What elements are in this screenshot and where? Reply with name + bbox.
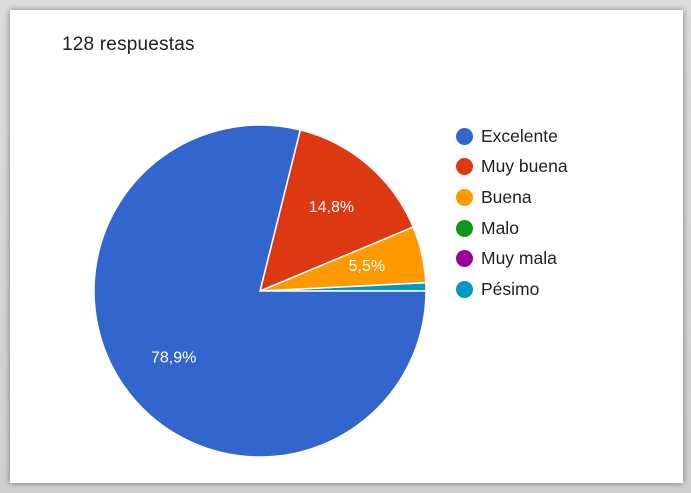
pie-slice-excelente[interactable] [93, 124, 427, 458]
legend-label: Excelente [481, 125, 558, 146]
legend-item-buena[interactable]: Buena [456, 182, 568, 213]
legend-item-muy-mala[interactable]: Muy mala [456, 243, 568, 274]
legend-swatch-excelente [456, 127, 473, 145]
legend-item-excelente[interactable]: Excelente [456, 121, 568, 152]
legend-item-malo[interactable]: Malo [456, 213, 568, 244]
legend-label: Muy mala [481, 248, 557, 269]
legend-label: Malo [481, 217, 519, 238]
legend-swatch-pésimo [456, 280, 473, 298]
legend-swatch-muy-buena [456, 158, 473, 176]
response-count: 128 respuestas [62, 34, 195, 55]
legend-item-pésimo[interactable]: Pésimo [456, 274, 568, 305]
chart-card: 128 respuestas 5,5% 14,8% 78,9% Excelente M… [10, 10, 683, 483]
legend-label: Pésimo [481, 278, 540, 299]
chart-legend: Excelente Muy buena Buena Malo Muy mala Pésim… [456, 121, 568, 305]
slice-label-buena: 5,5% [349, 258, 385, 275]
legend-swatch-muy-mala [456, 250, 473, 268]
slice-label-muy-buena: 14,8% [309, 199, 354, 216]
legend-label: Buena [481, 186, 532, 207]
legend-swatch-malo [456, 219, 473, 237]
legend-swatch-buena [456, 188, 473, 206]
pie-chart: 5,5% 14,8% 78,9% [93, 124, 427, 458]
pie-slice-muy-buena[interactable] [258, 129, 415, 293]
legend-label: Muy buena [481, 156, 568, 177]
slice-label-excelente: 78,9% [151, 350, 196, 367]
legend-item-muy-buena[interactable]: Muy buena [456, 152, 568, 183]
